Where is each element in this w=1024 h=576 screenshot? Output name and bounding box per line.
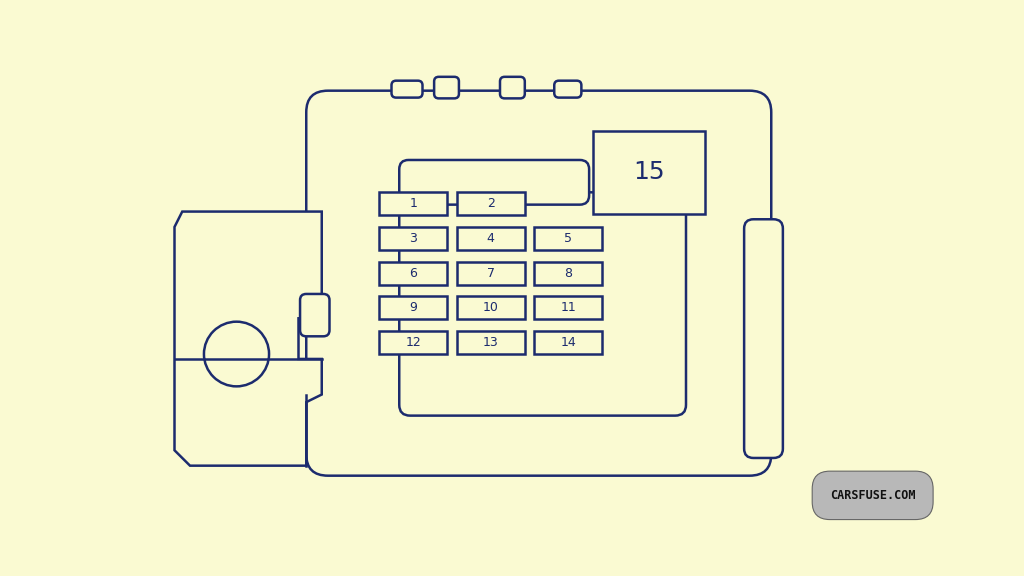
Bar — [379, 296, 447, 319]
Bar — [457, 262, 525, 285]
Bar — [593, 131, 706, 214]
Text: 11: 11 — [560, 301, 577, 314]
Text: CARSFUSE.COM: CARSFUSE.COM — [829, 489, 915, 502]
Text: 6: 6 — [410, 267, 417, 280]
FancyBboxPatch shape — [399, 192, 686, 416]
Text: 3: 3 — [410, 232, 417, 245]
Bar — [379, 192, 447, 215]
Text: 1: 1 — [410, 198, 417, 210]
Bar — [379, 262, 447, 285]
FancyBboxPatch shape — [748, 294, 777, 336]
Text: 8: 8 — [564, 267, 572, 280]
Text: 15: 15 — [634, 160, 665, 184]
Text: 12: 12 — [406, 336, 421, 349]
FancyBboxPatch shape — [554, 81, 582, 97]
Bar — [379, 227, 447, 250]
Bar — [535, 262, 602, 285]
Bar — [535, 296, 602, 319]
Bar — [535, 227, 602, 250]
Circle shape — [204, 321, 269, 386]
Text: 13: 13 — [483, 336, 499, 349]
Bar — [535, 331, 602, 354]
Text: 9: 9 — [410, 301, 417, 314]
FancyBboxPatch shape — [399, 160, 589, 204]
Bar — [457, 227, 525, 250]
Text: 2: 2 — [486, 198, 495, 210]
Bar — [379, 331, 447, 354]
Text: 4: 4 — [486, 232, 495, 245]
Polygon shape — [174, 211, 322, 465]
FancyBboxPatch shape — [306, 90, 771, 476]
Text: 14: 14 — [560, 336, 577, 349]
FancyBboxPatch shape — [391, 81, 423, 97]
Bar — [457, 192, 525, 215]
FancyBboxPatch shape — [744, 219, 783, 458]
Text: 10: 10 — [482, 301, 499, 314]
FancyBboxPatch shape — [500, 77, 524, 98]
Bar — [457, 331, 525, 354]
Text: 5: 5 — [564, 232, 572, 245]
FancyBboxPatch shape — [300, 294, 330, 336]
FancyBboxPatch shape — [434, 77, 459, 98]
Text: 7: 7 — [486, 267, 495, 280]
Bar — [457, 296, 525, 319]
